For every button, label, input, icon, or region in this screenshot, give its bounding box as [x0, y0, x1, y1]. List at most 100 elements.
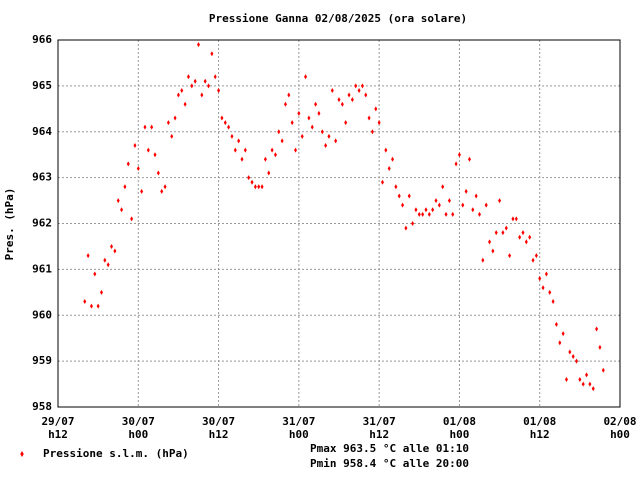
point — [518, 234, 522, 240]
point — [250, 179, 254, 185]
point — [578, 376, 582, 382]
point — [150, 124, 154, 130]
point — [447, 198, 451, 204]
annotation: Pmin 958.4 °C alle 20:00 — [310, 457, 469, 470]
point — [280, 138, 284, 144]
point — [110, 243, 114, 249]
annotation: Pmax 963.5 °C alle 01:10 — [310, 442, 469, 455]
point — [240, 156, 244, 162]
point — [287, 92, 291, 98]
point — [146, 147, 150, 153]
point — [170, 133, 174, 139]
point — [220, 115, 224, 121]
point — [437, 202, 441, 208]
point — [451, 211, 455, 217]
x-tick-label: 29/07 h12 — [41, 415, 75, 441]
x-tick-label: 30/07 h12 — [202, 415, 236, 441]
point — [524, 239, 528, 245]
point — [441, 184, 445, 190]
point — [83, 298, 87, 304]
y-tick-label: 962 — [32, 217, 52, 230]
y-tick-label: 966 — [32, 33, 52, 46]
point — [86, 253, 90, 259]
x-tick-label: 01/08 h00 — [442, 415, 476, 441]
point — [223, 120, 227, 126]
point — [317, 110, 321, 116]
point — [344, 120, 348, 126]
point — [498, 198, 502, 204]
point — [374, 106, 378, 112]
point — [210, 51, 214, 57]
point — [394, 184, 398, 190]
chart-title: Pressione Ganna 02/08/2025 (ora solare) — [209, 12, 467, 25]
point — [544, 271, 548, 277]
point — [350, 97, 354, 103]
point — [294, 147, 298, 153]
point — [478, 211, 481, 217]
point — [488, 239, 492, 245]
point — [467, 156, 471, 162]
point — [568, 349, 572, 355]
point — [588, 381, 592, 387]
point — [143, 124, 147, 130]
point — [340, 101, 344, 107]
point — [283, 101, 287, 107]
point — [481, 257, 485, 263]
point — [203, 78, 207, 84]
point — [591, 386, 595, 392]
point — [247, 175, 251, 181]
point — [260, 184, 264, 190]
point — [531, 257, 535, 263]
legend-marker — [20, 451, 24, 457]
y-tick-label: 960 — [32, 308, 52, 321]
point — [140, 188, 144, 194]
point — [427, 211, 431, 217]
point — [263, 156, 267, 162]
point — [558, 340, 562, 346]
y-tick-label: 965 — [32, 79, 52, 92]
point — [421, 211, 425, 217]
point — [96, 303, 100, 309]
point — [384, 147, 388, 153]
point — [290, 120, 294, 126]
point — [585, 372, 589, 378]
y-tick-label: 959 — [32, 354, 52, 367]
point — [230, 133, 234, 139]
point — [173, 115, 177, 121]
point — [457, 152, 461, 158]
y-tick-label: 961 — [32, 262, 52, 275]
point — [554, 321, 558, 327]
point — [397, 193, 401, 199]
point — [380, 179, 384, 185]
point — [243, 147, 247, 153]
y-tick-label: 964 — [32, 125, 52, 138]
point — [270, 147, 274, 153]
point — [364, 92, 368, 98]
point — [180, 87, 184, 93]
point — [337, 97, 341, 103]
point — [153, 152, 157, 158]
point — [257, 184, 261, 190]
y-tick-label: 963 — [32, 171, 52, 184]
point — [534, 253, 538, 259]
point — [491, 248, 495, 254]
point — [133, 143, 137, 149]
point — [213, 74, 217, 80]
point — [160, 188, 164, 194]
point — [237, 138, 241, 144]
point — [300, 133, 304, 139]
point — [193, 78, 197, 84]
point — [297, 110, 301, 116]
point — [89, 303, 93, 309]
point — [334, 138, 338, 144]
point — [347, 92, 351, 98]
point — [273, 152, 277, 158]
point — [551, 298, 555, 304]
point — [501, 230, 505, 236]
point — [320, 129, 324, 135]
y-tick-label: 958 — [32, 400, 52, 413]
point — [541, 285, 545, 291]
point — [93, 271, 97, 277]
legend-label: Pressione s.l.m. (hPa) — [43, 447, 189, 460]
